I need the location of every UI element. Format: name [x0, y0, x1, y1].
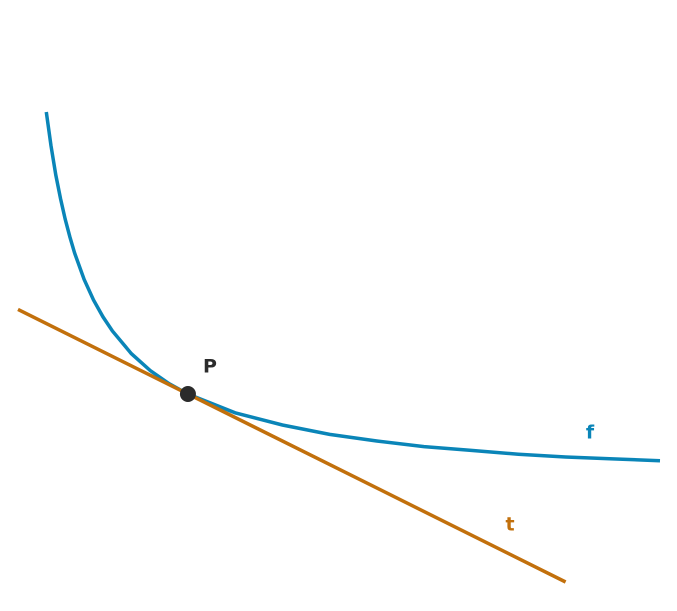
marks: f t P: [17, 111, 661, 584]
curve: [44, 111, 661, 463]
curve: [17, 307, 567, 584]
series-label: t: [505, 514, 514, 536]
series-label: f: [586, 422, 595, 444]
point-label: P: [203, 356, 217, 378]
point: [179, 386, 196, 402]
